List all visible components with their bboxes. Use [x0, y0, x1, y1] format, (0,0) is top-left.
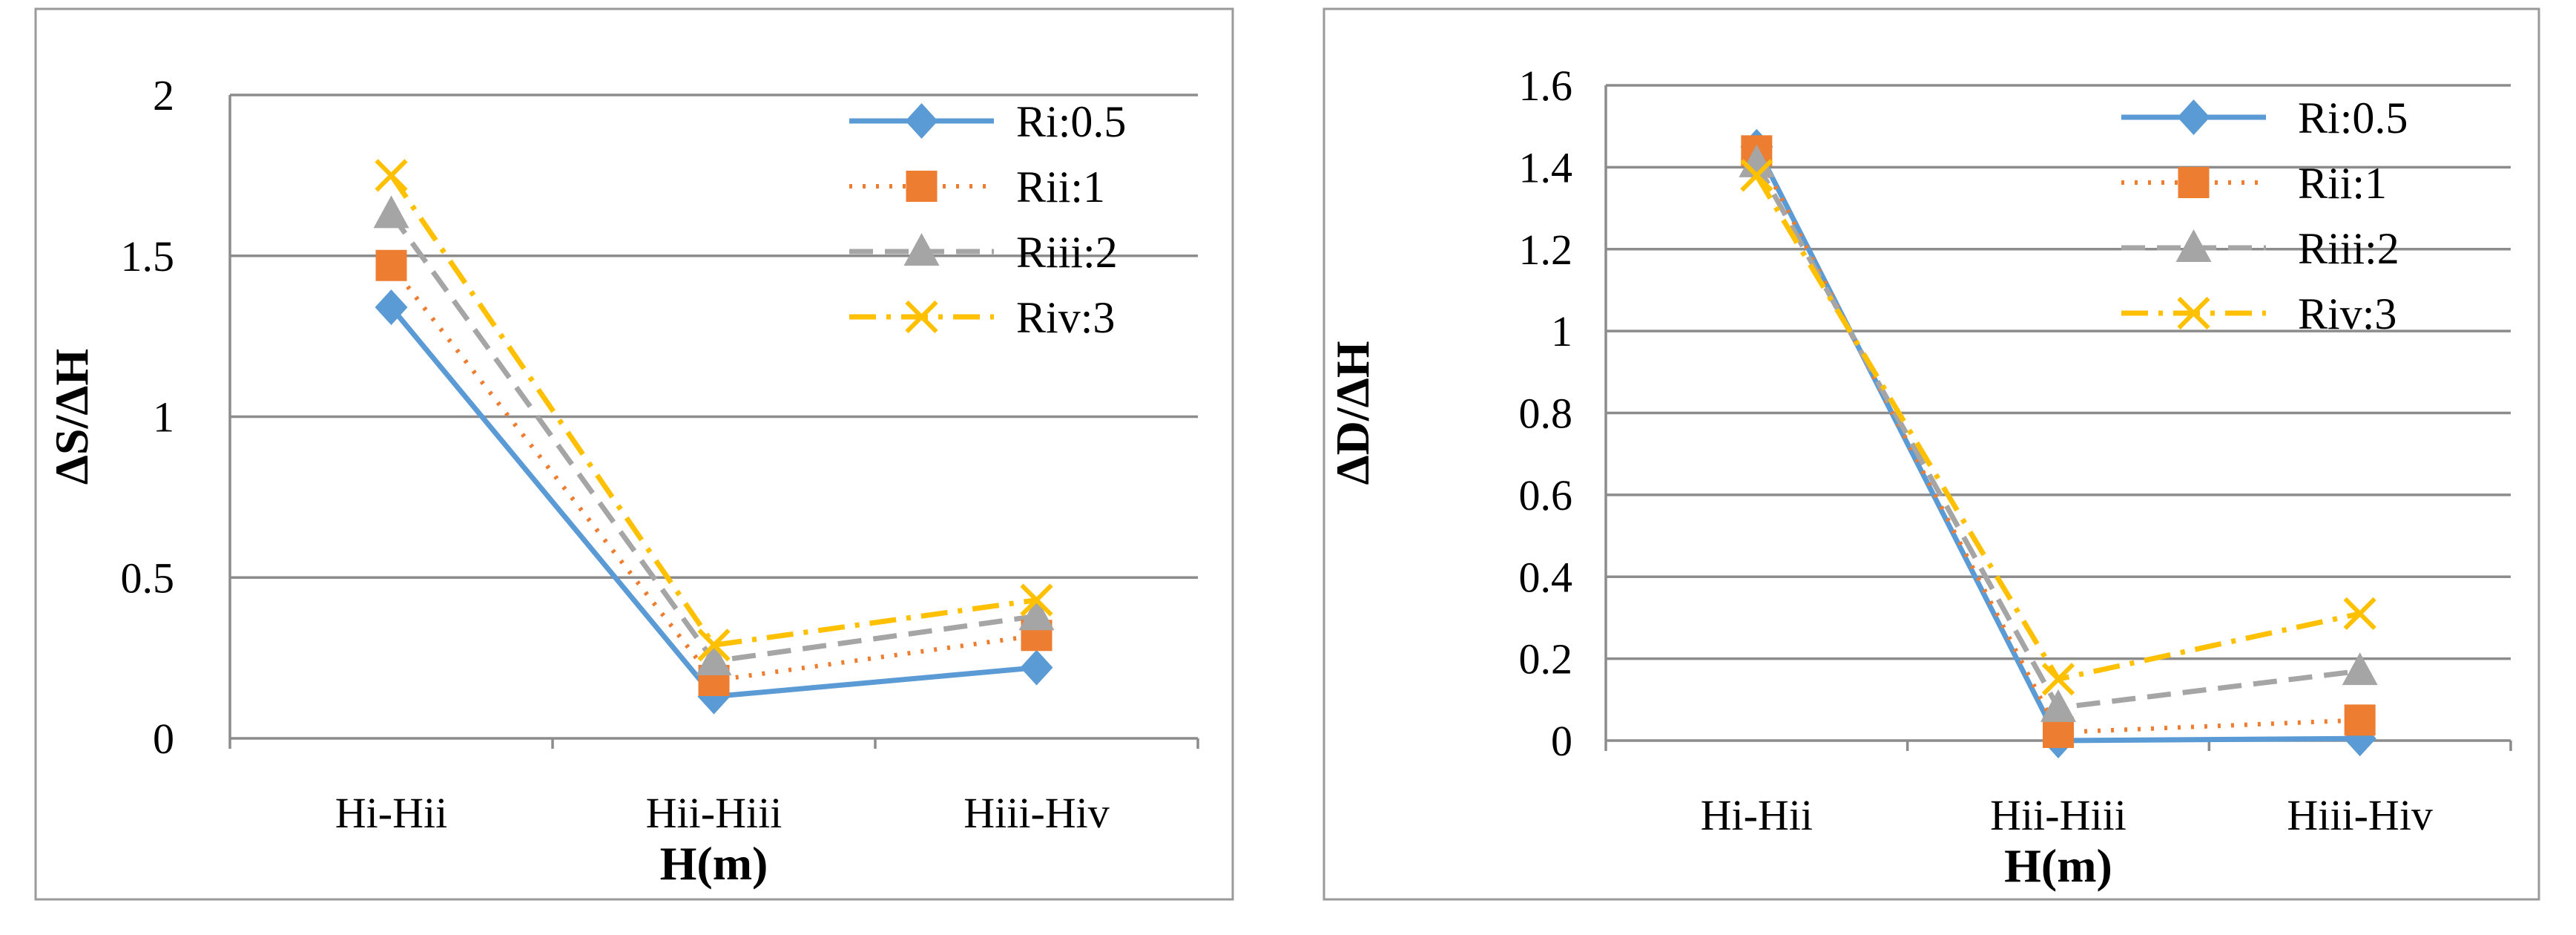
y-tick-label: 0.6 [1519, 471, 1573, 519]
legend-label: Rii:1 [1016, 163, 1105, 211]
data-point-3-2 [696, 642, 732, 675]
y-tick-label: 1.5 [121, 232, 175, 280]
data-point-3-2 [2040, 689, 2076, 722]
chart-2: 0 0.2 0.4 0.6 0.8 1 1.2 1.4 1.6 Hi-Hii Hii-Hiii Hii… [1322, 7, 2540, 901]
data-point-4-3 [1020, 583, 1053, 617]
legend-label: Ri:0.5 [2298, 94, 2408, 142]
y-tick-label: 0.8 [1519, 390, 1573, 438]
data-point-1-1 [375, 289, 408, 326]
chart-border [1322, 7, 2540, 901]
y-tick-label: 1.2 [1519, 226, 1573, 274]
x-tick-label: Hii-Hiii [646, 789, 783, 837]
y-tick-label: 1 [1551, 307, 1572, 355]
data-point-4-3 [2343, 597, 2376, 631]
y-tick-label: 1 [153, 393, 174, 442]
y-axis-title: ΔS/ΔH [45, 349, 98, 485]
data-point-4-1 [1740, 159, 1773, 192]
x-tick-label: Hi-Hii [1701, 791, 1813, 839]
legend-marker [903, 233, 940, 266]
legend-marker [905, 300, 938, 334]
legend-marker [2178, 167, 2210, 198]
data-point-4-2 [697, 629, 731, 662]
y-tick-label: 0.4 [1519, 553, 1573, 601]
x-tick-label: Hiii-Hiv [963, 789, 1110, 837]
y-tick-label: 0.2 [1519, 635, 1573, 683]
legend-label: Riv:3 [2298, 289, 2397, 338]
legend-marker [2177, 99, 2210, 135]
data-point-4-1 [375, 159, 408, 192]
series-line-2 [389, 263, 1037, 683]
data-point-3-3 [1018, 597, 1055, 631]
y-tick-label: 0.5 [121, 554, 175, 602]
legend-label: Riii:2 [1016, 228, 1118, 277]
y-tick-label: 2 [153, 71, 174, 119]
legend-marker [906, 171, 938, 202]
legend-marker [905, 103, 938, 139]
data-point-4-2 [2041, 663, 2075, 696]
legend: Ri:0.5 Rii:1 Riii:2 Riv:3 [849, 97, 1126, 342]
series-line-4 [389, 174, 1037, 648]
x-tick-label: Hii-Hiii [1990, 791, 2127, 839]
x-axis-title: H(m) [660, 837, 768, 890]
chart-1: 0 0.5 1 1.5 2 Hi-Hii Hii-Hiii Hiii-Hiv H(m) ΔS/ΔH… [34, 7, 1234, 901]
y-tick-label: 1.4 [1519, 143, 1573, 191]
data-point-1-3 [1020, 649, 1053, 686]
y-axis-title: ΔD/ΔH [1326, 341, 1379, 485]
legend-marker [2175, 229, 2212, 262]
legend-label: Ri:0.5 [1016, 97, 1126, 146]
data-point-2-3 [2344, 704, 2376, 736]
data-point-2-2 [2043, 716, 2074, 748]
chart-border [34, 7, 1234, 901]
data-point-2-1 [375, 249, 407, 281]
x-tick-label: Hiii-Hiv [2287, 791, 2433, 839]
data-point-3-3 [2342, 652, 2378, 686]
legend-marker [2177, 296, 2210, 330]
legend-label: Riv:3 [1016, 293, 1115, 342]
legend: Ri:0.5 Rii:1 Riii:2 Riv:3 [2121, 94, 2408, 338]
x-axis-title: H(m) [2004, 839, 2112, 892]
y-tick-label: 0 [153, 715, 174, 763]
x-tick-label: Hi-Hii [335, 789, 447, 837]
legend-label: Rii:1 [2298, 159, 2387, 208]
legend-label: Riii:2 [2298, 224, 2399, 273]
data-point-3-1 [373, 195, 409, 229]
y-tick-label: 0 [1551, 717, 1572, 765]
y-tick-label: 1.6 [1519, 62, 1573, 110]
